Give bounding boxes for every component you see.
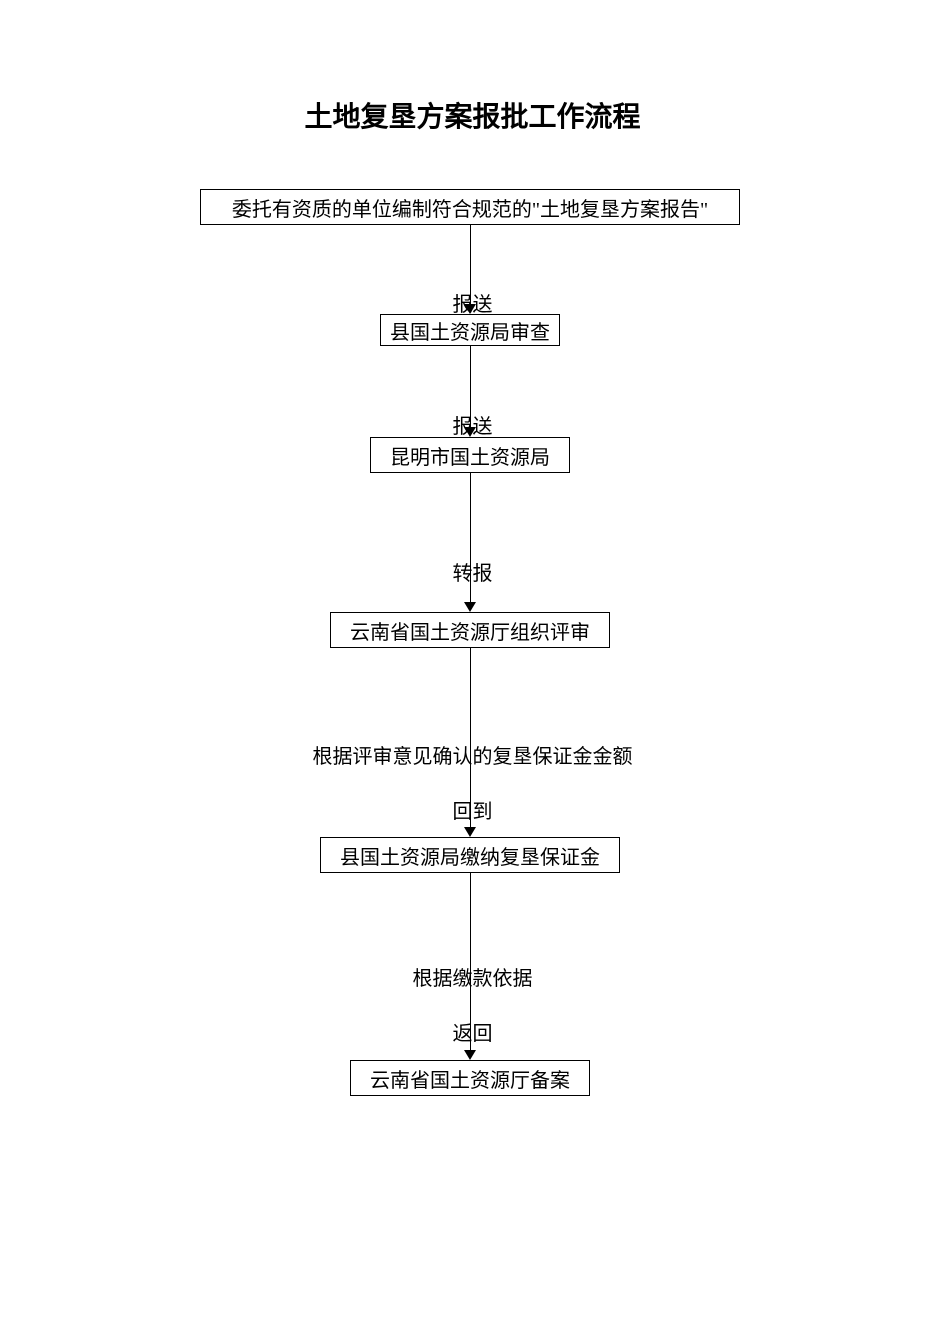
flowchart-edge-label: 转报 [0, 557, 945, 586]
flowchart-edge-label: 回到 [0, 795, 945, 824]
flowchart-edge-label: 报送 [0, 288, 945, 317]
flowchart-node: 云南省国土资源厅组织评审 [330, 612, 610, 648]
flowchart-edge-label: 根据评审意见确认的复垦保证金金额 [0, 740, 945, 769]
arrow-head-icon [464, 602, 476, 612]
flowchart-node: 云南省国土资源厅备案 [350, 1060, 590, 1096]
flowchart-edge-label: 报送 [0, 410, 945, 439]
flowchart-edge-label: 返回 [0, 1017, 945, 1046]
arrow-head-icon [464, 1050, 476, 1060]
arrow-head-icon [464, 827, 476, 837]
flowchart-node: 昆明市国土资源局 [370, 437, 570, 473]
flowchart-edge-label: 根据缴款依据 [0, 962, 945, 991]
flowchart-node: 县国土资源局审查 [380, 314, 560, 346]
flowchart-node: 委托有资质的单位编制符合规范的"土地复垦方案报告" [200, 189, 740, 225]
flowchart-container: 委托有资质的单位编制符合规范的"土地复垦方案报告" 县国土资源局审查昆明市国土资源… [0, 0, 945, 1337]
flowchart-node: 县国土资源局缴纳复垦保证金 [320, 837, 620, 873]
